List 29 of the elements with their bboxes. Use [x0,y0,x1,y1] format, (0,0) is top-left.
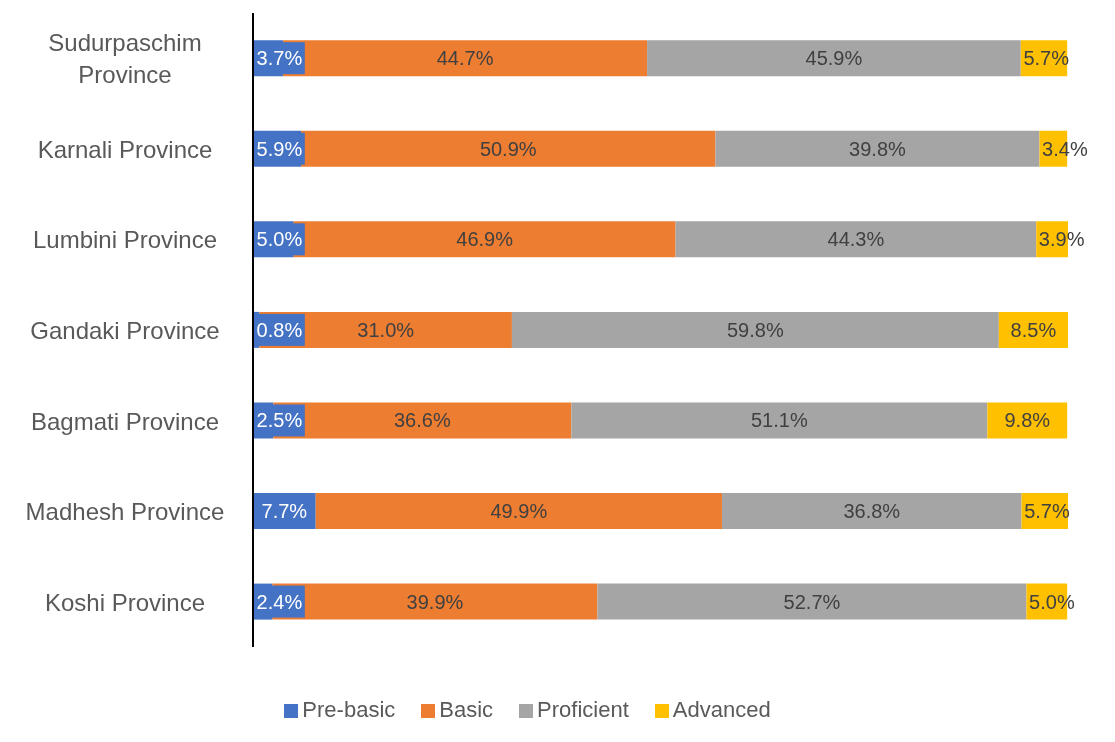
legend-label: Pre-basic [302,697,396,722]
data-label: 31.0% [357,318,415,341]
legend-label: Advanced [672,697,771,722]
data-label: 7.7% [261,500,308,523]
data-label: 46.9% [456,228,514,251]
data-label: 51.1% [751,409,808,432]
data-label: 44.3% [827,228,885,251]
y-tick-label: Sudurpaschim Province [48,28,202,88]
data-label: 36.8% [843,500,901,523]
data-label: 45.9% [805,47,863,70]
data-label: 0.8% [256,318,303,341]
y-tick-label: Madhesh Province [25,497,225,525]
data-label: 52.7% [783,590,841,613]
data-label: 9.8% [1004,409,1051,432]
y-tick-label: Lumbini Province [32,225,218,253]
legend-label: Proficient [537,697,629,722]
y-tick-label: Karnali Province [37,135,213,163]
data-label: 39.9% [406,590,464,613]
y-tick-label: Gandaki Province [30,316,220,344]
data-label: 36.6% [393,409,451,432]
y-tick-label: Bagmati Province [30,407,220,435]
data-label: 44.7% [436,47,494,70]
data-label: 49.9% [490,500,548,523]
data-label: 8.5% [1010,318,1057,341]
data-label: 59.8% [726,318,784,341]
legend-label: Basic [439,697,494,722]
data-label: 39.8% [849,137,907,160]
y-tick-label: Koshi Province [44,588,206,616]
data-label: 50.9% [479,137,537,160]
